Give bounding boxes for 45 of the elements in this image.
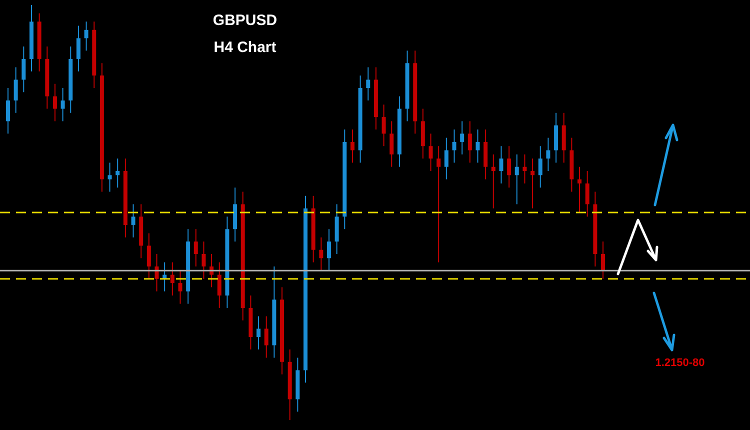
candlestick	[601, 241, 605, 280]
text: GBPUSD	[212, 12, 278, 29]
candlestick	[256, 316, 261, 350]
candlestick	[476, 129, 480, 164]
candlestick	[436, 146, 441, 263]
candlestick	[170, 262, 174, 296]
candlestick	[382, 104, 386, 147]
candlestick	[491, 154, 496, 209]
candlestick	[452, 129, 456, 164]
candlestick	[460, 120, 464, 155]
candlestick	[14, 66, 18, 114]
candlestick	[22, 46, 26, 93]
candlestick	[319, 236, 324, 272]
text: 1.2150-80	[655, 357, 705, 369]
candlestick	[499, 146, 504, 184]
candlestick	[76, 25, 80, 72]
candlestick	[178, 270, 182, 304]
candlestick	[444, 137, 448, 180]
candlestick	[522, 154, 527, 184]
candlestick	[578, 166, 582, 213]
candlestick	[546, 137, 550, 172]
candlestick	[60, 88, 65, 122]
candlestick	[366, 66, 370, 101]
candlestick	[6, 88, 10, 134]
candlestick	[131, 204, 136, 238]
candlestick	[530, 158, 535, 209]
candlestick	[146, 232, 151, 280]
candlestick	[468, 120, 472, 164]
candlestick	[194, 228, 198, 267]
candlestick	[507, 146, 512, 188]
candlestick	[428, 133, 433, 172]
candlestick	[538, 146, 542, 188]
candlestick	[202, 241, 206, 280]
candlestick	[217, 262, 222, 308]
candlestick	[108, 162, 112, 192]
candlestick	[52, 83, 57, 122]
candlestick	[514, 154, 519, 205]
text: H4 Chart	[214, 39, 276, 56]
candlestick	[326, 228, 331, 272]
candlestick	[116, 158, 120, 188]
candlestick	[350, 129, 354, 164]
candlestick	[390, 120, 394, 168]
candlestick	[264, 316, 268, 358]
candlestick	[585, 170, 590, 218]
candlestick	[84, 21, 88, 52]
